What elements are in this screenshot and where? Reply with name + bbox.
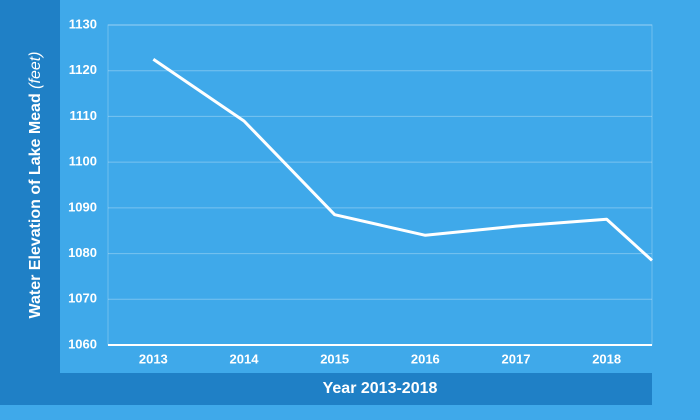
x-tick-label: 2014 [230,351,260,366]
x-tick-label: 2018 [592,351,621,366]
y-axis-label: Water Elevation of Lake Mead (feet) [27,51,44,318]
y-band [0,0,60,405]
x-tick-label: 2015 [320,351,349,366]
y-tick-label: 1060 [68,336,97,351]
y-tick-label: 1120 [69,62,97,77]
y-tick-label: 1080 [68,245,97,260]
y-label-text: Water Elevation of Lake Mead [27,93,44,318]
x-tick-label: 2013 [139,351,168,366]
y-tick-label: 1100 [69,154,97,169]
x-band [0,373,652,405]
data-line [152,58,654,262]
y-tick-label: 1090 [68,199,97,214]
x-tick-label: 2017 [502,351,531,366]
y-tick-label: 1110 [70,108,98,123]
y-tick-label: 1070 [68,291,97,306]
y-tick-label: 1130 [69,16,97,31]
x-axis-label: Year 2013-2018 [323,380,438,397]
y-label-unit: (feet) [27,51,44,88]
x-tick-label: 2016 [411,351,440,366]
